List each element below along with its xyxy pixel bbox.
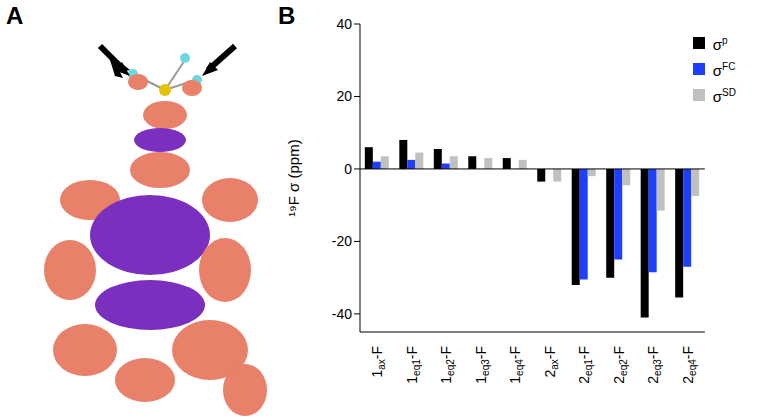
svg-text:1eq1-F: 1eq1-F (404, 346, 422, 384)
svg-text:1eq2-F: 1eq2-F (438, 346, 456, 384)
svg-text:0: 0 (344, 161, 352, 177)
html-text:σSD: σSD (712, 87, 736, 105)
svg-text:1eq4-F: 1eq4-F (507, 346, 525, 384)
svg-text:40: 40 (336, 16, 352, 32)
html-text:σFC: σFC (712, 61, 736, 79)
svg-text:1eq3-F: 1eq3-F (473, 346, 491, 384)
svg-text:2eq2-F: 2eq2-F (611, 346, 629, 384)
svg-text:1ax-F: 1ax-F (369, 346, 387, 378)
svg-text:20: 20 (336, 88, 352, 104)
svg-text:2eq1-F: 2eq1-F (576, 346, 594, 384)
svg-text:-20: -20 (332, 233, 352, 249)
svg-text:2eq4-F: 2eq4-F (680, 346, 698, 384)
html-text:B: B (278, 2, 296, 29)
svg-text:-40: -40 (332, 306, 352, 322)
svg-text:2eq3-F: 2eq3-F (645, 346, 663, 384)
svg-text:¹⁹F σ (ppm): ¹⁹F σ (ppm) (285, 139, 302, 216)
html-text:σp: σp (712, 35, 728, 53)
html-text:A: A (6, 2, 24, 29)
svg-text:2ax-F: 2ax-F (542, 346, 560, 378)
